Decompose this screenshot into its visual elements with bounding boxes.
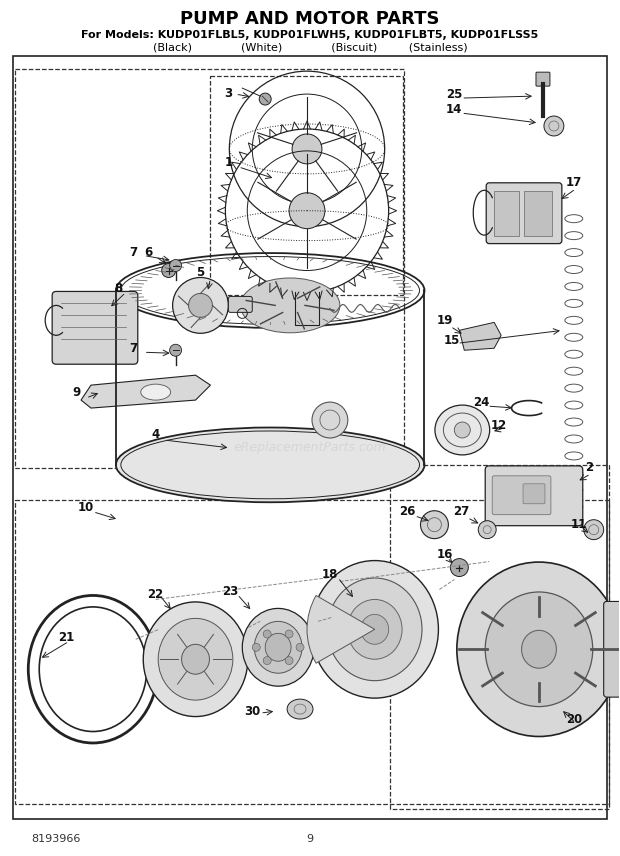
Text: 9: 9 <box>306 834 314 844</box>
Text: 8193966: 8193966 <box>31 834 81 844</box>
Text: For Models: KUDP01FLBL5, KUDP01FLWH5, KUDP01FLBT5, KUDP01FLSS5: For Models: KUDP01FLBL5, KUDP01FLWH5, KU… <box>81 30 539 40</box>
Text: 8: 8 <box>115 282 123 295</box>
Ellipse shape <box>327 578 422 681</box>
Ellipse shape <box>265 633 291 661</box>
Circle shape <box>264 630 271 638</box>
Ellipse shape <box>521 630 556 669</box>
Circle shape <box>289 193 325 229</box>
Polygon shape <box>81 375 210 408</box>
Text: 17: 17 <box>565 176 582 189</box>
FancyBboxPatch shape <box>486 183 562 244</box>
Text: 19: 19 <box>436 314 453 327</box>
Text: 24: 24 <box>473 395 489 408</box>
FancyBboxPatch shape <box>536 72 550 86</box>
Polygon shape <box>459 323 501 350</box>
Text: (Black)              (White)              (Biscuit)         (Stainless): (Black) (White) (Biscuit) (Stainless) <box>153 42 467 52</box>
Circle shape <box>188 294 213 318</box>
Ellipse shape <box>241 278 340 333</box>
Ellipse shape <box>242 609 314 687</box>
Ellipse shape <box>287 699 313 719</box>
Text: 6: 6 <box>144 246 153 259</box>
Text: 27: 27 <box>453 505 469 518</box>
Text: 14: 14 <box>446 103 463 116</box>
FancyBboxPatch shape <box>485 466 583 526</box>
Bar <box>14 56 606 818</box>
Ellipse shape <box>254 621 302 673</box>
FancyBboxPatch shape <box>52 291 138 364</box>
Text: 20: 20 <box>565 712 582 726</box>
Text: 26: 26 <box>399 505 416 518</box>
Text: 22: 22 <box>148 588 164 601</box>
FancyBboxPatch shape <box>492 476 551 514</box>
Circle shape <box>478 520 496 538</box>
Text: 21: 21 <box>58 631 74 644</box>
Circle shape <box>252 644 260 651</box>
Circle shape <box>259 93 271 105</box>
FancyBboxPatch shape <box>604 602 620 697</box>
Bar <box>16 500 609 804</box>
Text: 9: 9 <box>72 385 80 399</box>
Ellipse shape <box>435 405 490 455</box>
FancyBboxPatch shape <box>524 191 552 235</box>
Text: 11: 11 <box>570 518 587 532</box>
Circle shape <box>170 259 182 271</box>
Circle shape <box>285 657 293 664</box>
Circle shape <box>584 520 604 539</box>
Bar <box>16 69 404 468</box>
Circle shape <box>312 402 348 438</box>
Text: 23: 23 <box>222 585 239 598</box>
Ellipse shape <box>141 384 171 400</box>
Circle shape <box>296 644 304 651</box>
Text: 5: 5 <box>197 266 205 279</box>
Text: PUMP AND MOTOR PARTS: PUMP AND MOTOR PARTS <box>180 10 440 28</box>
Text: 25: 25 <box>446 87 463 101</box>
Wedge shape <box>307 596 374 663</box>
Ellipse shape <box>457 562 620 736</box>
Text: 15: 15 <box>444 334 461 347</box>
Ellipse shape <box>311 561 438 698</box>
FancyBboxPatch shape <box>494 191 519 235</box>
Ellipse shape <box>361 615 389 645</box>
Ellipse shape <box>485 592 593 706</box>
FancyBboxPatch shape <box>523 484 545 503</box>
Text: 2: 2 <box>585 461 593 474</box>
Bar <box>210 76 402 295</box>
Ellipse shape <box>116 427 425 502</box>
Text: 30: 30 <box>244 704 260 717</box>
Text: 1: 1 <box>224 157 232 169</box>
Ellipse shape <box>158 618 233 700</box>
Ellipse shape <box>143 602 248 716</box>
Text: 7: 7 <box>130 342 138 354</box>
Text: 12: 12 <box>491 419 507 431</box>
Circle shape <box>285 630 293 638</box>
Circle shape <box>264 657 271 664</box>
Circle shape <box>450 559 468 577</box>
Circle shape <box>162 264 175 277</box>
Text: 18: 18 <box>322 568 338 581</box>
Ellipse shape <box>182 645 210 675</box>
FancyBboxPatch shape <box>228 296 252 312</box>
Ellipse shape <box>347 599 402 659</box>
Text: 10: 10 <box>78 502 94 514</box>
Text: 4: 4 <box>151 429 160 442</box>
Text: 16: 16 <box>436 548 453 561</box>
Circle shape <box>170 344 182 356</box>
Circle shape <box>454 422 471 438</box>
Text: eReplacementParts.com: eReplacementParts.com <box>234 442 386 455</box>
Circle shape <box>420 511 448 538</box>
Text: 7: 7 <box>130 246 138 259</box>
Circle shape <box>544 116 564 136</box>
Circle shape <box>292 134 322 163</box>
Text: 3: 3 <box>224 86 232 99</box>
Bar <box>389 465 609 809</box>
Circle shape <box>172 277 228 333</box>
